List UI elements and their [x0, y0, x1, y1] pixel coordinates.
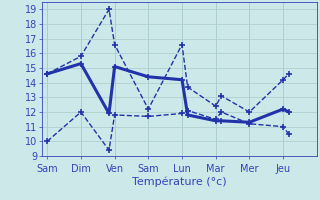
X-axis label: Température (°c): Température (°c) [132, 176, 227, 187]
